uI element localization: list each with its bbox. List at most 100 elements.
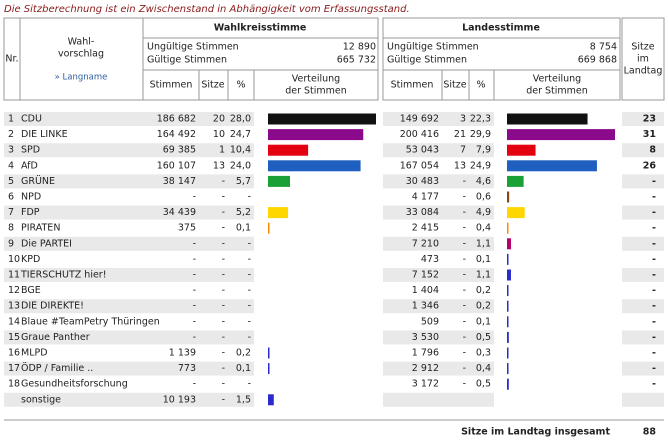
ls-pct: 1,1 [476,270,491,281]
wk-sitze: - [222,332,225,343]
seats-header: im [637,54,649,65]
wk-pct: - [248,285,251,296]
seats: - [652,301,656,312]
ls-stimmen: 4 177 [412,192,439,203]
wk-sitze: 1 [219,145,225,156]
ls-stimmen: 33 084 [406,207,439,218]
name: KPD [21,254,40,265]
ls-sitze: 3 [460,114,466,125]
wk-stimmen: 164 492 [157,129,196,140]
wk-pct: - [248,192,251,203]
vote-bar [507,175,524,187]
vote-bar [507,269,511,281]
name: sonstige [21,394,61,405]
ls-pct: 29,9 [470,129,491,140]
vote-bar [268,129,364,141]
name: TIERSCHUTZ hier! [20,270,107,281]
ls-pct: 0,4 [476,363,491,374]
name: Die PARTEI [21,238,72,249]
row-stripe [4,299,254,314]
wk-stimmen: - [193,301,196,312]
name: SPD [21,145,40,156]
wk-sitze: - [222,301,225,312]
wk-pct: 5,7 [236,176,251,187]
wahlvorschlag-header: Wahl- [68,37,95,48]
wk-stimmen: 38 147 [163,176,196,187]
wk-pct: - [248,238,251,249]
row-stripe [383,299,494,314]
langname-link[interactable]: » Langname [55,73,108,83]
ls-pct: 4,9 [476,207,491,218]
seats: - [652,332,656,343]
ls-sitze: - [463,363,466,374]
ls-stimmen: 149 692 [400,114,439,125]
row-stripe [383,361,494,376]
nr: 9 [8,238,14,249]
name: DIE LINKE [21,129,68,140]
wk-stimmen: - [193,254,196,265]
vote-bar [507,191,510,203]
ls-sitze: - [463,348,466,359]
nr: 11 [8,270,20,281]
vote-bar [507,363,509,375]
ls-stimmen: 3 172 [412,379,439,390]
seats: - [652,379,656,390]
wk-pct: 10,4 [230,145,251,156]
ls-stimmen: 1 796 [412,348,439,359]
col-header: Stimmen [391,80,434,91]
wk-stimmen: - [193,238,196,249]
wk-valid: 665 732 [337,55,376,66]
row-stripe [383,174,494,189]
wahlkreis-header: Wahlkreisstimme [214,23,307,34]
ls-sitze: - [463,301,466,312]
landes-header: Landesstimme [462,23,540,34]
wk-stimmen: 1 139 [169,348,196,359]
footer-total: 88 [643,427,657,438]
vote-bar [268,363,270,375]
wk-stimmen: 186 682 [157,114,196,125]
wk-sitze: - [222,207,225,218]
ls-sitze: 7 [460,145,466,156]
vote-bar [507,207,525,219]
col-header: % [476,80,485,91]
wk-stimmen: - [193,192,196,203]
seats: - [652,207,656,218]
ls-sitze: - [463,238,466,249]
name: GRÜNE [21,176,55,187]
wk-sitze: - [222,176,225,187]
seats: - [652,363,656,374]
row-stripe [4,330,254,345]
vote-bar [507,253,509,265]
seats-header: Sitze [631,42,654,53]
vote-bar [507,222,509,234]
ls-valid: 669 868 [578,55,617,66]
row-stripe [383,236,494,251]
wk-sitze: - [222,394,225,405]
nr: 1 [8,114,14,125]
nr: 7 [8,207,14,218]
wk-pct: 24,7 [230,129,251,140]
wahlvorschlag-header: vorschlag [58,49,104,60]
row-stripe [4,174,254,189]
name: FDP [21,207,40,218]
wk-invalid-label: Ungültige Stimmen [147,42,239,53]
header-frame [3,17,665,421]
name: Gesundheitsforschung [21,379,128,390]
row-stripe [383,392,494,407]
wk-pct: - [248,332,251,343]
wk-sitze: - [222,270,225,281]
wk-pct: 1,5 [236,394,251,405]
ls-stimmen: 1 404 [412,285,439,296]
ls-stimmen: 2 912 [412,363,439,374]
wk-pct: 28,0 [230,114,251,125]
row-stripe [4,143,254,158]
ls-stimmen: 53 043 [406,145,439,156]
ls-pct: 0,3 [476,348,491,359]
wk-valid-label: Gültige Stimmen [147,55,227,66]
row-stripe [4,361,254,376]
row-stripe [622,392,664,407]
ls-stimmen: 30 483 [406,176,439,187]
ls-stimmen: 3 530 [412,332,439,343]
wk-sitze: 13 [213,160,225,171]
seats: - [652,285,656,296]
